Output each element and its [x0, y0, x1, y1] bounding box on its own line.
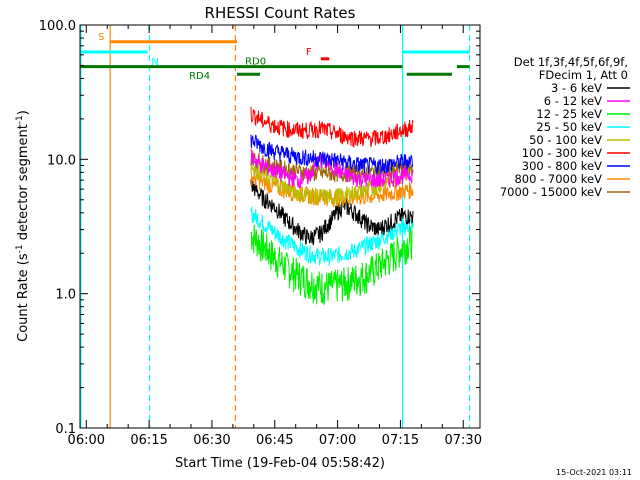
annotation-label: RD4 [189, 71, 210, 82]
annotation-label: RD0 [245, 57, 266, 68]
series-line [250, 179, 414, 246]
x-tick-label: 06:00 [68, 433, 105, 448]
y-tick-label: 100.0 [39, 19, 76, 34]
x-tick-label: 07:30 [445, 433, 482, 448]
series-line [250, 134, 414, 175]
legend-header-line-1: Det 1f,3f,4f,5f,6f,9f, [514, 55, 628, 69]
legend-entry-label: 50 - 100 keV [529, 133, 602, 147]
series-line [250, 148, 414, 189]
legend: Det 1f,3f,4f,5f,6f,9f, FDecim 1, Att 0 3… [500, 55, 630, 199]
footer-timestamp: 15-Oct-2021 03:11 [556, 468, 632, 477]
series-line [250, 106, 414, 148]
legend-header-line-2: FDecim 1, Att 0 [539, 68, 628, 82]
state-annotations: S N RD0 RD4 F [80, 32, 470, 82]
series-line [250, 206, 414, 266]
plot-frame [79, 24, 481, 429]
legend-entry-label: 100 - 300 keV [522, 146, 602, 160]
vertical-markers [80, 25, 471, 428]
series-lines [250, 106, 414, 305]
annotation-label: N [151, 57, 158, 68]
x-axis-label: Start Time (19-Feb-04 05:58:42) [175, 456, 385, 471]
annotation-label: S [98, 32, 104, 43]
legend-entry-label: 25 - 50 keV [536, 120, 602, 134]
plot-area: S N RD0 RD4 F [79, 24, 481, 429]
y-tick-label: 10.0 [47, 153, 76, 168]
x-axis-ticks: 06:00 06:15 06:30 06:45 07:00 07:15 07:30 [68, 25, 482, 448]
series-line [250, 162, 414, 206]
x-tick-label: 06:15 [130, 433, 167, 448]
legend-entry-label: 6 - 12 keV [544, 94, 602, 108]
annotation-label: F [306, 47, 312, 58]
x-tick-label: 07:00 [319, 433, 356, 448]
series-line [250, 223, 414, 305]
y-axis-label: Count Rate (s-1 detector segment-1) [15, 110, 31, 342]
x-tick-label: 06:30 [193, 433, 230, 448]
chart-title: RHESSI Count Rates [205, 4, 356, 22]
legend-entry-label: 300 - 800 keV [522, 159, 602, 173]
y-tick-label: 0.1 [55, 422, 76, 437]
x-tick-label: 06:45 [256, 433, 293, 448]
legend-entry-label: 7000 - 15000 keV [500, 185, 602, 199]
y-tick-label: 1.0 [55, 288, 76, 303]
legend-entry-label: 12 - 25 keV [536, 107, 602, 121]
legend-entry-label: 3 - 6 keV [551, 81, 602, 95]
legend-entry-label: 800 - 7000 keV [514, 172, 602, 186]
x-tick-label: 07:15 [382, 433, 419, 448]
y-axis-ticks: 100.0 10.0 1.0 0.1 [39, 19, 480, 437]
